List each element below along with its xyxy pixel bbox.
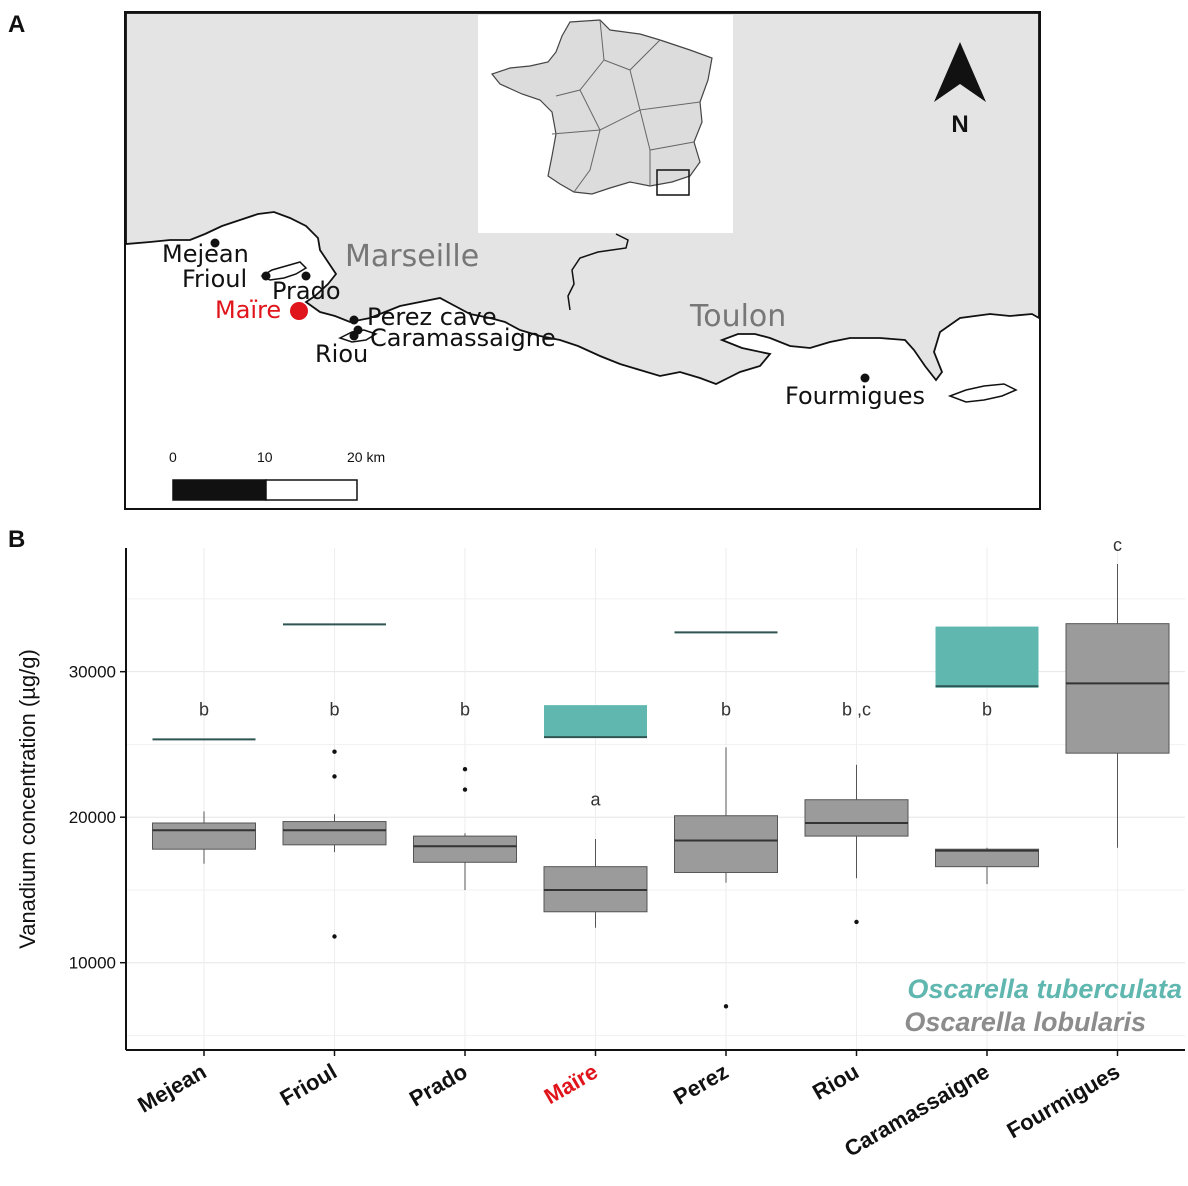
- significance-letter: b ,c: [842, 699, 871, 719]
- site-label-caramassaigne: Caramassaigne: [370, 324, 556, 352]
- city-label-marseille: Marseille: [345, 239, 479, 274]
- inset-study-area-box: [656, 169, 690, 196]
- significance-letter: b: [199, 699, 209, 719]
- y-ticks: 10000 20000 30000: [69, 663, 126, 973]
- panel-a-label: A: [8, 11, 25, 38]
- y-tick-label: 20000: [69, 808, 116, 827]
- site-marker-perez-cave: [349, 315, 359, 325]
- series-lobularis: [152, 564, 1170, 1009]
- outlier-point: [462, 787, 468, 792]
- box-tuberculata: [544, 705, 647, 738]
- x-tick-label: Prado: [405, 1059, 472, 1112]
- france-inset: [478, 15, 733, 233]
- site-label-frioul: Frioul: [182, 265, 247, 293]
- site-marker-maire: [290, 302, 308, 320]
- box-lobularis: [804, 799, 909, 837]
- scale-bar-black-segment: [172, 479, 267, 501]
- legend-item-tuberculata: Oscarella tuberculata: [907, 974, 1182, 1004]
- outlier-point: [854, 919, 859, 925]
- x-tick-label: Mejean: [133, 1059, 210, 1118]
- site-label-mejean: Mejean: [162, 240, 249, 268]
- panel-b-label: B: [8, 526, 25, 553]
- outlier-point: [332, 749, 337, 754]
- y-axis-title: Vanadium concentration (µg/g): [15, 649, 40, 949]
- significance-letter: b: [982, 699, 992, 719]
- significance-letter: b: [329, 699, 339, 719]
- outlier-point: [332, 774, 337, 779]
- significance-letter: b: [721, 699, 731, 719]
- north-label: N: [951, 111, 968, 138]
- inset-regions: [551, 19, 701, 193]
- scale-bar-white-segment: [265, 479, 358, 501]
- island-frioul: [260, 261, 308, 281]
- scale-tick-0: 0: [169, 449, 177, 465]
- site-marker-fourmigues: [860, 373, 870, 383]
- site-marker-frioul: [261, 271, 271, 281]
- site-label-perez-cave: Perez cave: [367, 303, 497, 331]
- box-lobularis: [413, 835, 517, 863]
- x-tick-label: Fourmigues: [1002, 1059, 1124, 1144]
- north-arrow-icon: [934, 42, 986, 102]
- x-tick-label: Maïre: [540, 1059, 602, 1109]
- legend: Oscarella tuberculata Oscarella lobulari…: [904, 974, 1182, 1037]
- site-label-riou: Riou: [315, 340, 368, 368]
- scale-tick-20: 20 km: [347, 449, 385, 465]
- y-tick-label: 30000: [69, 663, 116, 682]
- legend-item-lobularis: Oscarella lobularis: [904, 1007, 1146, 1037]
- site-label-prado: Prado: [272, 277, 341, 305]
- scale-tick-10: 10: [257, 449, 273, 465]
- site-marker-mejean: [210, 238, 220, 248]
- island-hyeres: [947, 383, 1018, 403]
- x-tick-label: Perez: [669, 1059, 732, 1110]
- map-panel: N Marseille Toulon Mejean Frioul Prado M…: [124, 11, 1041, 510]
- outlier-point: [462, 766, 468, 772]
- significance-letter: b: [460, 699, 470, 719]
- y-tick-label: 10000: [69, 954, 116, 973]
- site-marker-riou: [349, 331, 359, 341]
- box-lobularis: [152, 822, 256, 850]
- x-tick-label: Riou: [808, 1059, 863, 1105]
- outlier-point: [723, 1004, 729, 1009]
- department-border: [567, 233, 629, 311]
- city-label-toulon: Toulon: [689, 299, 786, 334]
- series-tuberculata: [152, 623, 1039, 741]
- box-tuberculata: [935, 626, 1039, 688]
- x-ticks: Mejean Frioul Prado Maïre Perez RiouCaramassa…: [133, 1050, 1124, 1162]
- significance-letter: a: [590, 790, 601, 810]
- site-label-maire: Maïre: [215, 296, 281, 324]
- significance-letter: c: [1113, 535, 1122, 555]
- north-arrow: N: [934, 42, 986, 138]
- france-outline: [490, 19, 713, 195]
- box-lobularis: [282, 821, 387, 846]
- box-lobularis: [1065, 623, 1170, 754]
- x-tick-label: Caramassaigne: [840, 1059, 993, 1162]
- site-label-fourmigues: Fourmigues: [785, 382, 925, 410]
- scale-bar: 0 10 20 km: [169, 449, 385, 501]
- site-marker-prado: [301, 271, 311, 281]
- x-tick-label: Frioul: [276, 1059, 341, 1111]
- box-plot: b b b a b b ,c b c 10000 20000 30000 Mejean Frioul…: [15, 535, 1185, 1162]
- box-lobularis: [935, 848, 1039, 868]
- box-lobularis: [674, 815, 778, 873]
- significance-letters: b b b a b b ,c b c: [199, 535, 1122, 810]
- outlier-point: [332, 934, 337, 939]
